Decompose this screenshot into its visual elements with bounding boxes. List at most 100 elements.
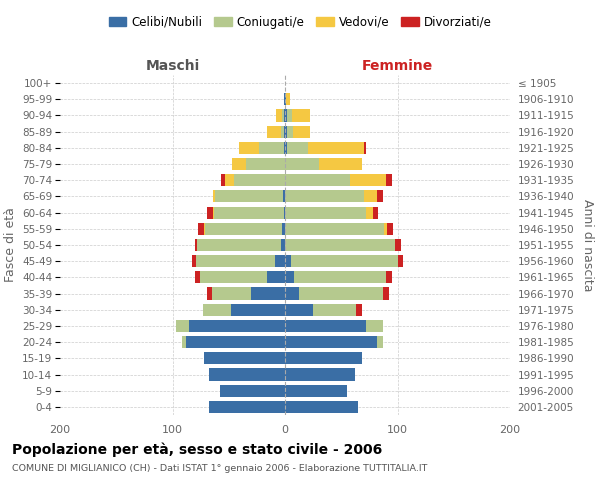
Bar: [195, 239, 197, 251]
Bar: [373, 206, 379, 218]
Bar: [287, 126, 293, 138]
Bar: [285, 126, 287, 138]
Bar: [283, 190, 285, 202]
Bar: [267, 272, 285, 283]
Bar: [290, 255, 398, 268]
Bar: [209, 401, 285, 413]
Bar: [191, 255, 196, 268]
Bar: [293, 126, 310, 138]
Bar: [203, 304, 231, 316]
Bar: [235, 174, 285, 186]
Bar: [308, 142, 364, 154]
Bar: [285, 336, 377, 348]
Bar: [285, 401, 358, 413]
Bar: [383, 288, 389, 300]
Bar: [285, 93, 286, 106]
Bar: [285, 206, 366, 218]
Bar: [284, 206, 285, 218]
Bar: [366, 320, 383, 332]
Bar: [395, 239, 401, 251]
Bar: [287, 110, 292, 122]
Bar: [377, 336, 383, 348]
Y-axis label: Fasce di età: Fasce di età: [4, 208, 17, 282]
Bar: [275, 255, 285, 268]
Bar: [364, 142, 366, 154]
Bar: [239, 142, 259, 154]
Bar: [366, 206, 373, 218]
Bar: [281, 110, 284, 122]
Bar: [287, 142, 308, 154]
Bar: [208, 288, 212, 300]
Bar: [231, 304, 285, 316]
Bar: [285, 255, 290, 268]
Bar: [294, 272, 386, 283]
Bar: [251, 288, 285, 300]
Bar: [205, 222, 281, 235]
Bar: [285, 368, 355, 380]
Bar: [285, 222, 384, 235]
Bar: [214, 206, 284, 218]
Bar: [209, 368, 285, 380]
Bar: [285, 288, 299, 300]
Bar: [276, 110, 281, 122]
Bar: [285, 142, 287, 154]
Bar: [195, 272, 199, 283]
Bar: [285, 174, 350, 186]
Bar: [226, 174, 235, 186]
Text: Femmine: Femmine: [362, 58, 433, 72]
Bar: [190, 320, 285, 332]
Text: Popolazione per età, sesso e stato civile - 2006: Popolazione per età, sesso e stato civil…: [12, 442, 382, 457]
Bar: [204, 222, 205, 235]
Text: COMUNE DI MIGLIANICO (CH) - Dati ISTAT 1° gennaio 2006 - Elaborazione TUTTITALIA: COMUNE DI MIGLIANICO (CH) - Dati ISTAT 1…: [12, 464, 427, 473]
Bar: [285, 239, 395, 251]
Bar: [384, 222, 388, 235]
Bar: [284, 110, 285, 122]
Bar: [313, 304, 356, 316]
Bar: [197, 239, 281, 251]
Bar: [199, 222, 204, 235]
Bar: [259, 142, 284, 154]
Bar: [281, 126, 284, 138]
Bar: [204, 352, 285, 364]
Bar: [285, 190, 364, 202]
Bar: [364, 190, 377, 202]
Bar: [186, 336, 285, 348]
Bar: [285, 110, 287, 122]
Bar: [377, 190, 383, 202]
Bar: [356, 304, 361, 316]
Bar: [398, 255, 403, 268]
Bar: [221, 174, 226, 186]
Text: Maschi: Maschi: [145, 58, 200, 72]
Bar: [212, 288, 251, 300]
Bar: [350, 174, 386, 186]
Legend: Celibi/Nubili, Coniugati/e, Vedovi/e, Divorziati/e: Celibi/Nubili, Coniugati/e, Vedovi/e, Di…: [104, 11, 496, 34]
Bar: [199, 272, 267, 283]
Bar: [286, 93, 290, 106]
Bar: [176, 320, 190, 332]
Bar: [208, 206, 213, 218]
Bar: [285, 304, 313, 316]
Bar: [196, 255, 275, 268]
Bar: [213, 190, 215, 202]
Bar: [285, 352, 361, 364]
Bar: [388, 222, 393, 235]
Bar: [245, 158, 285, 170]
Bar: [182, 336, 186, 348]
Bar: [386, 272, 392, 283]
Bar: [299, 288, 383, 300]
Bar: [220, 384, 285, 397]
Bar: [285, 320, 366, 332]
Bar: [285, 272, 294, 283]
Bar: [232, 158, 245, 170]
Bar: [281, 239, 285, 251]
Bar: [285, 384, 347, 397]
Bar: [319, 158, 361, 170]
Bar: [215, 190, 283, 202]
Y-axis label: Anni di nascita: Anni di nascita: [581, 198, 594, 291]
Bar: [267, 126, 281, 138]
Bar: [281, 222, 285, 235]
Bar: [213, 206, 214, 218]
Bar: [284, 93, 285, 106]
Bar: [284, 126, 285, 138]
Bar: [386, 174, 392, 186]
